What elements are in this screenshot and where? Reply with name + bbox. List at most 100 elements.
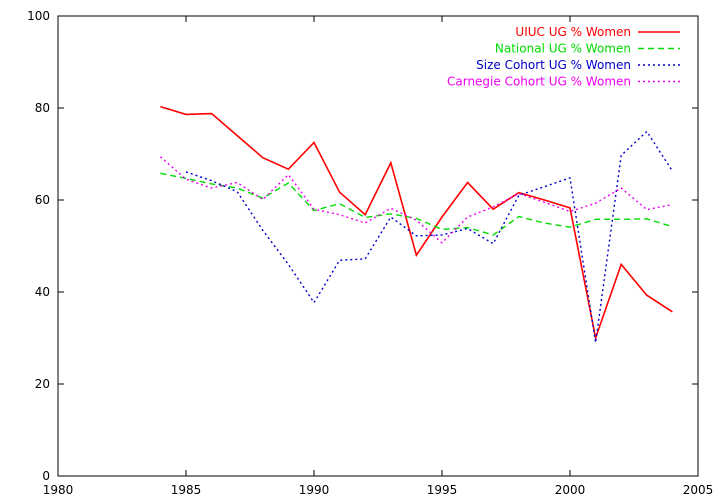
data-point xyxy=(518,215,520,217)
data-point xyxy=(313,301,315,303)
y-tick-label: 40 xyxy=(35,285,50,299)
data-point xyxy=(287,263,289,265)
data-point xyxy=(210,112,212,114)
data-point xyxy=(569,226,571,228)
data-point xyxy=(620,218,622,220)
data-point xyxy=(313,141,315,143)
data-point xyxy=(338,202,340,204)
data-point xyxy=(236,134,238,136)
data-point xyxy=(210,179,212,181)
data-point xyxy=(492,234,494,236)
series-line xyxy=(160,105,673,342)
data-point xyxy=(185,178,187,180)
series-layer xyxy=(159,105,673,343)
series-1 xyxy=(159,172,673,236)
y-tick-label: 80 xyxy=(35,101,50,115)
data-point xyxy=(185,113,187,115)
x-tick-label: 1990 xyxy=(299,483,330,497)
data-point xyxy=(466,216,468,218)
x-tick-label: 2005 xyxy=(683,483,714,497)
data-point xyxy=(338,259,340,261)
data-point xyxy=(415,235,417,237)
data-point xyxy=(262,198,264,200)
x-tick-label: 1995 xyxy=(427,483,458,497)
plot-frame xyxy=(57,15,699,477)
data-point xyxy=(415,219,417,221)
data-point xyxy=(671,225,673,227)
data-point xyxy=(569,210,571,212)
x-tick-label: 2000 xyxy=(555,483,586,497)
data-point xyxy=(364,216,366,218)
data-point xyxy=(364,258,366,260)
data-point xyxy=(671,203,673,205)
legend-label: Size Cohort UG % Women xyxy=(476,58,631,72)
data-point xyxy=(594,341,596,343)
data-point xyxy=(492,243,494,245)
series-0 xyxy=(159,105,673,342)
data-point xyxy=(569,177,571,179)
data-point xyxy=(492,206,494,208)
data-point xyxy=(159,156,161,158)
data-point xyxy=(364,222,366,224)
data-point xyxy=(338,191,340,193)
series-line xyxy=(160,172,673,236)
data-point xyxy=(671,311,673,313)
series-line xyxy=(159,156,673,244)
data-point xyxy=(543,185,545,187)
data-point xyxy=(159,172,161,174)
legend: UIUC UG % Women National UG % Women Size C… xyxy=(447,25,680,89)
data-point xyxy=(620,154,622,156)
data-point xyxy=(159,105,161,107)
data-point xyxy=(390,216,392,218)
data-point xyxy=(236,191,238,193)
series-2 xyxy=(185,130,673,343)
series-line xyxy=(185,130,673,343)
y-tick-label: 20 xyxy=(35,377,50,391)
data-point xyxy=(620,263,622,265)
data-point xyxy=(236,187,238,189)
data-point xyxy=(594,218,596,220)
data-point xyxy=(210,183,212,185)
data-point xyxy=(620,187,622,189)
data-point xyxy=(646,294,648,296)
data-point xyxy=(185,171,187,173)
legend-label: National UG % Women xyxy=(495,42,631,56)
data-point xyxy=(518,192,520,194)
data-point xyxy=(287,174,289,176)
data-point xyxy=(210,187,212,189)
y-tick-label: 100 xyxy=(27,9,50,23)
data-point xyxy=(390,213,392,215)
data-point xyxy=(390,162,392,164)
data-point xyxy=(262,229,264,231)
data-point xyxy=(390,207,392,209)
data-point xyxy=(543,199,545,201)
data-point xyxy=(236,181,238,183)
data-point xyxy=(262,156,264,158)
data-point xyxy=(466,227,468,229)
data-point xyxy=(646,218,648,220)
data-point xyxy=(671,170,673,172)
series-3 xyxy=(159,156,673,244)
legend-label: Carnegie Cohort UG % Women xyxy=(447,75,631,89)
x-tick-label: 1985 xyxy=(171,483,202,497)
data-point xyxy=(313,208,315,210)
data-point xyxy=(441,234,443,236)
x-tick-label: 1980 xyxy=(43,483,74,497)
data-point xyxy=(287,182,289,184)
y-tick-label: 0 xyxy=(42,469,50,483)
data-point xyxy=(466,181,468,183)
data-point xyxy=(415,254,417,256)
data-point xyxy=(441,242,443,244)
data-point xyxy=(287,168,289,170)
data-point xyxy=(569,207,571,209)
data-point xyxy=(543,201,545,203)
data-point xyxy=(441,228,443,230)
data-point xyxy=(441,216,443,218)
data-point xyxy=(594,202,596,204)
y-tick-label: 60 xyxy=(35,193,50,207)
axis-ticks: 1980 1985 1990 1995 2000 2005 0 20 40 60 80 100 xyxy=(27,9,713,497)
data-point xyxy=(364,214,366,216)
data-point xyxy=(543,222,545,224)
legend-label: UIUC UG % Women xyxy=(515,25,631,39)
